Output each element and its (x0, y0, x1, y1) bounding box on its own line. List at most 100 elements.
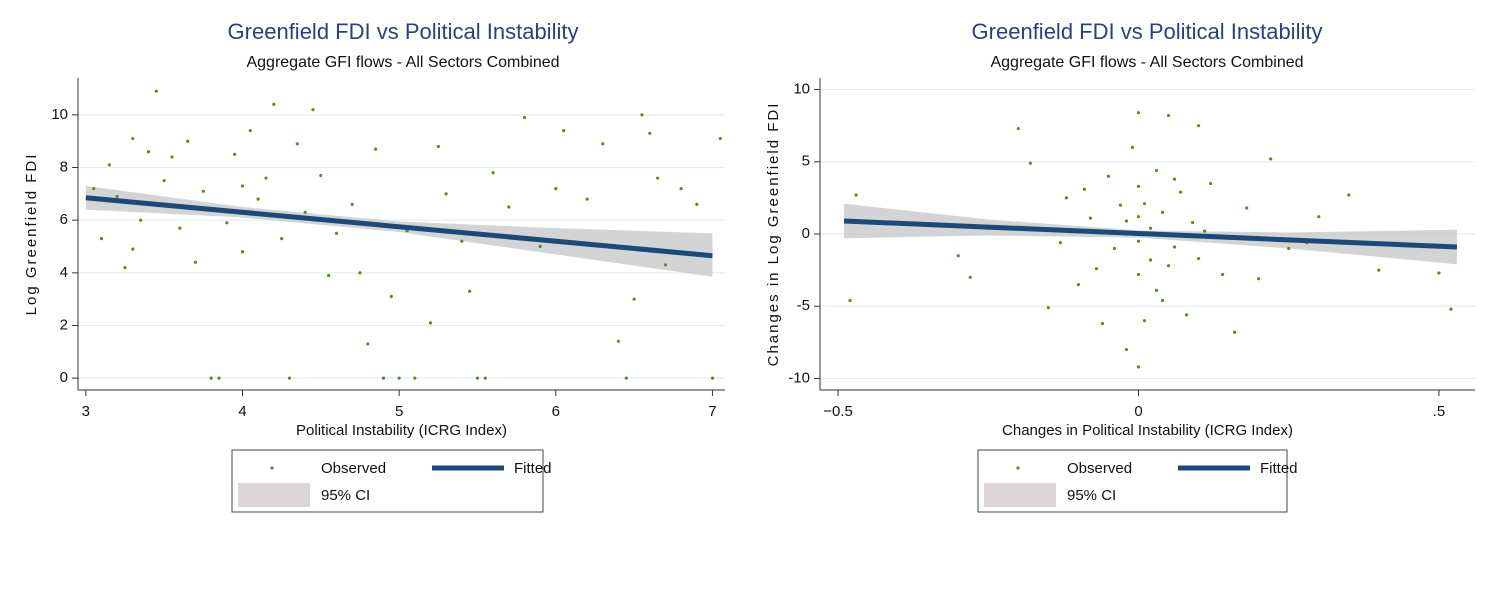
x-tick-label: 7 (708, 403, 716, 420)
point (303, 210, 307, 214)
point (1130, 145, 1135, 149)
point (710, 376, 715, 380)
point (1142, 202, 1147, 206)
point (562, 129, 566, 133)
point (1058, 241, 1062, 245)
point (1154, 168, 1159, 173)
point (1190, 220, 1195, 225)
point (358, 271, 362, 275)
point (209, 376, 213, 380)
point (1208, 181, 1213, 186)
legend-label: 95% CI (1067, 487, 1116, 504)
point (848, 298, 852, 303)
point (217, 376, 221, 380)
y-tick-label: 0 (802, 225, 810, 242)
point (1221, 272, 1225, 277)
chart-title: Greenfield FDI vs Political Instability (228, 19, 579, 44)
point (374, 147, 378, 151)
point (193, 260, 198, 264)
point (311, 107, 315, 112)
point (1136, 365, 1141, 369)
point (123, 265, 127, 270)
point (436, 144, 440, 149)
point (624, 376, 628, 380)
legend-label: 95% CI (321, 487, 370, 504)
y-tick-label: 6 (60, 211, 68, 228)
point (656, 176, 660, 180)
point (1449, 307, 1453, 311)
point (280, 237, 284, 241)
point (272, 102, 276, 106)
point (162, 179, 166, 183)
point (1136, 239, 1141, 243)
chart-subtitle: Aggregate GFI flows - All Sectors Combin… (246, 54, 559, 71)
point (1106, 174, 1111, 178)
point (233, 152, 237, 156)
x-axis-label: Changes in Political Instability (ICRG I… (1002, 422, 1293, 439)
point (1196, 124, 1201, 128)
point (1172, 245, 1177, 249)
chart-title: Greenfield FDI vs Political Instability (972, 19, 1323, 44)
point (115, 194, 119, 199)
point (240, 250, 245, 254)
x-tick-label: 5 (395, 403, 403, 420)
point (679, 186, 683, 191)
y-tick-label: 10 (793, 81, 810, 98)
y-tick-label: 0 (60, 369, 68, 386)
y-tick-label: 5 (802, 153, 810, 170)
point (1377, 268, 1381, 272)
point (413, 376, 417, 380)
point (1124, 219, 1129, 223)
point (1136, 184, 1141, 188)
fitted-line (85, 195, 713, 259)
chart-subtitle: Aggregate GFI flows - All Sectors Combin… (990, 54, 1303, 71)
point (554, 186, 558, 191)
point (956, 254, 960, 258)
point (327, 273, 331, 278)
point (99, 237, 104, 241)
point (1028, 161, 1032, 165)
point (389, 294, 393, 299)
point (648, 131, 652, 135)
point (350, 202, 354, 206)
point (1136, 111, 1141, 115)
y-tick-label: 2 (60, 316, 68, 333)
point (1076, 282, 1080, 287)
point (1437, 271, 1441, 275)
point (1166, 113, 1171, 118)
point (170, 155, 174, 159)
point (1148, 226, 1153, 230)
point (1347, 193, 1351, 197)
legend-label: Observed (1067, 460, 1132, 477)
legend-swatch (238, 483, 310, 507)
point (1100, 321, 1105, 326)
point (1082, 187, 1087, 191)
x-tick-label: 3 (82, 403, 90, 420)
point (381, 376, 386, 380)
point (1118, 203, 1123, 207)
point (538, 244, 542, 249)
point (475, 376, 480, 380)
legend-label: Observed (321, 460, 386, 477)
x-axis-label: Political Instability (ICRG Index) (296, 422, 507, 439)
point (319, 173, 323, 178)
point (632, 297, 636, 301)
point (1287, 246, 1291, 251)
point (1172, 177, 1177, 181)
point (1269, 157, 1273, 161)
point (507, 205, 511, 209)
point (491, 171, 495, 175)
point (854, 193, 858, 197)
point (1094, 267, 1099, 271)
point (154, 89, 158, 93)
point (131, 247, 135, 251)
point (1166, 264, 1171, 268)
x-tick-label: 6 (552, 403, 560, 420)
point (1046, 306, 1050, 310)
legend-label: Fitted (514, 460, 552, 477)
point (483, 376, 487, 380)
point (92, 186, 96, 191)
point (397, 376, 401, 380)
y-tick-label: -10 (788, 369, 810, 386)
